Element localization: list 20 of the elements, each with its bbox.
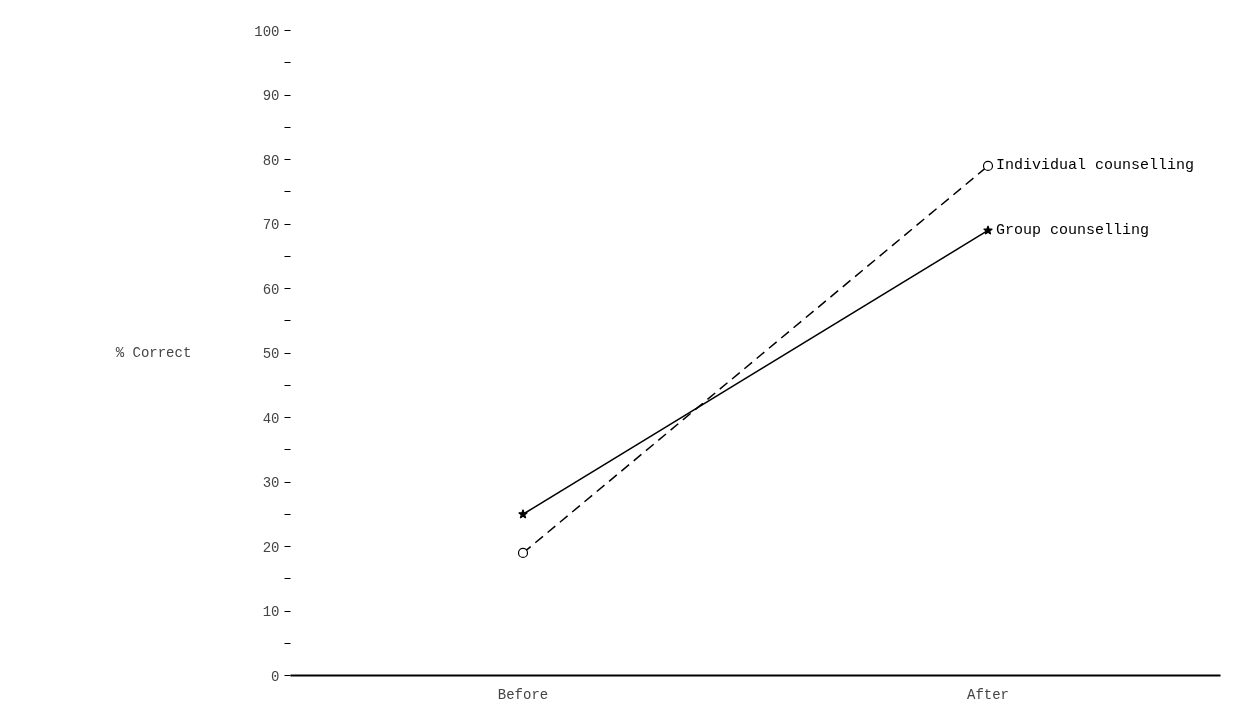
point	[517, 547, 529, 559]
point	[983, 225, 993, 235]
y-tick-label: 0	[271, 668, 280, 685]
x-tick-label: Before	[497, 686, 549, 703]
y-tick-label: 100	[254, 23, 280, 40]
series-label: Group counselling	[996, 221, 1150, 239]
y-tick-label: 70	[262, 217, 280, 233]
series-label: Individual counselling	[996, 157, 1195, 175]
y-tick-label: 80	[262, 152, 280, 169]
y-axis-title: % Correct	[115, 345, 192, 361]
x-tick-label: After	[967, 686, 1010, 703]
y-tick-label: 10	[262, 604, 280, 620]
point	[982, 160, 994, 172]
point	[518, 509, 528, 519]
y-tick-label: 90	[262, 88, 280, 104]
y-tick-label: 40	[262, 410, 280, 427]
y-tick-label: 50	[262, 346, 280, 362]
y-tick-label: 60	[262, 281, 280, 298]
y-tick-label: 30	[262, 475, 280, 491]
y-tick-label: 20	[262, 539, 280, 556]
